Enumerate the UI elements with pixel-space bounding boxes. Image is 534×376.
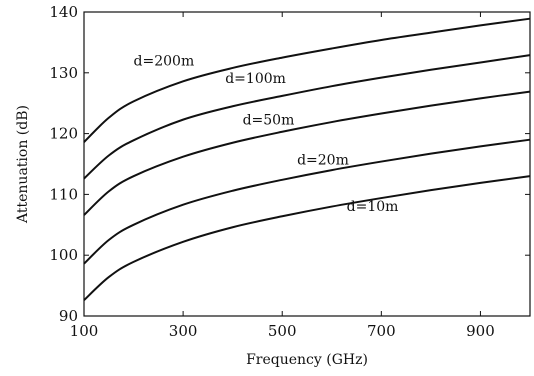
y-tick-label-100: 100 — [49, 246, 78, 264]
series-label-d-20m: d=20m — [297, 153, 349, 169]
y-tick-label-140: 140 — [49, 3, 78, 21]
series-label-d-200m: d=200m — [134, 54, 195, 70]
x-tick-label-300: 300 — [169, 322, 198, 340]
series-line-d-10m — [83, 175, 531, 301]
y-axis-title: Attenuation (dB) — [15, 105, 31, 224]
y-tick-label-130: 130 — [49, 64, 78, 82]
x-axis-title: Frequency (GHz) — [246, 352, 368, 368]
x-tick-label-500: 500 — [268, 322, 297, 340]
series-labels: d=200m d=100m d=50m d=20m d=10m — [134, 54, 399, 215]
series-label-d-10m: d=10m — [347, 199, 399, 215]
x-tick-label-100: 100 — [70, 322, 99, 340]
series-line-d-100m — [83, 54, 531, 180]
series-line-d-200m — [83, 17, 531, 143]
x-tick-label-700: 700 — [367, 322, 396, 340]
series-line-d-20m — [83, 138, 531, 265]
series-line-d-50m — [83, 90, 531, 216]
series-curves — [83, 17, 531, 301]
series-label-d-50m: d=50m — [243, 112, 295, 128]
series-label-d-100m: d=100m — [225, 71, 286, 87]
axis-ticks — [83, 11, 530, 317]
plot-frame — [83, 11, 531, 317]
x-tick-label-900: 900 — [466, 322, 495, 340]
y-tick-label-110: 110 — [49, 185, 78, 203]
y-tick-label-90: 90 — [59, 307, 78, 325]
y-tick-label-120: 120 — [49, 125, 78, 143]
